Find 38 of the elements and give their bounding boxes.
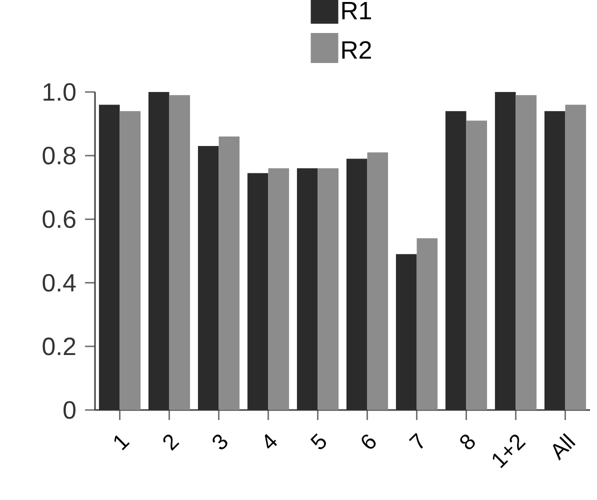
bar bbox=[565, 104, 586, 410]
bar bbox=[148, 92, 170, 410]
x-tick-label: 3 bbox=[212, 434, 228, 450]
x-tick-label: All bbox=[552, 433, 576, 461]
bar bbox=[120, 111, 141, 410]
bar bbox=[544, 111, 566, 410]
bar bbox=[247, 173, 268, 410]
x-tick-label: 8 bbox=[460, 434, 475, 450]
y-tick-label: 0.8 bbox=[42, 146, 76, 164]
bar bbox=[296, 168, 318, 410]
x-tick-label: 1+2 bbox=[492, 434, 526, 468]
y-tick-label: 0.6 bbox=[42, 210, 76, 228]
bar bbox=[169, 95, 190, 410]
bar bbox=[466, 120, 488, 410]
y-tick-label: 0.4 bbox=[42, 274, 76, 292]
y-tick-label: 1.0 bbox=[44, 83, 76, 101]
bar bbox=[268, 168, 290, 410]
bar bbox=[98, 104, 120, 410]
legend-label: R1 bbox=[342, 2, 372, 20]
bar bbox=[218, 136, 240, 410]
bar bbox=[367, 152, 388, 410]
bar bbox=[516, 95, 537, 410]
bar bbox=[396, 254, 417, 410]
y-tick-label: 0 bbox=[64, 401, 76, 419]
x-tick-label: 5 bbox=[310, 433, 326, 450]
y-tick-label: 0.2 bbox=[42, 338, 76, 356]
x-tick-label: 7 bbox=[408, 432, 424, 449]
bar bbox=[445, 111, 466, 410]
x-tick-label: 1 bbox=[114, 435, 130, 450]
x-tick-label: 2 bbox=[163, 434, 180, 451]
bar bbox=[416, 238, 438, 410]
bar bbox=[198, 146, 219, 410]
legend-label: R2 bbox=[342, 41, 371, 59]
bar bbox=[346, 158, 368, 410]
bar bbox=[494, 92, 516, 410]
x-tick-label: 6 bbox=[362, 434, 376, 449]
x-tick-label: 4 bbox=[264, 434, 277, 449]
bar bbox=[318, 168, 339, 410]
